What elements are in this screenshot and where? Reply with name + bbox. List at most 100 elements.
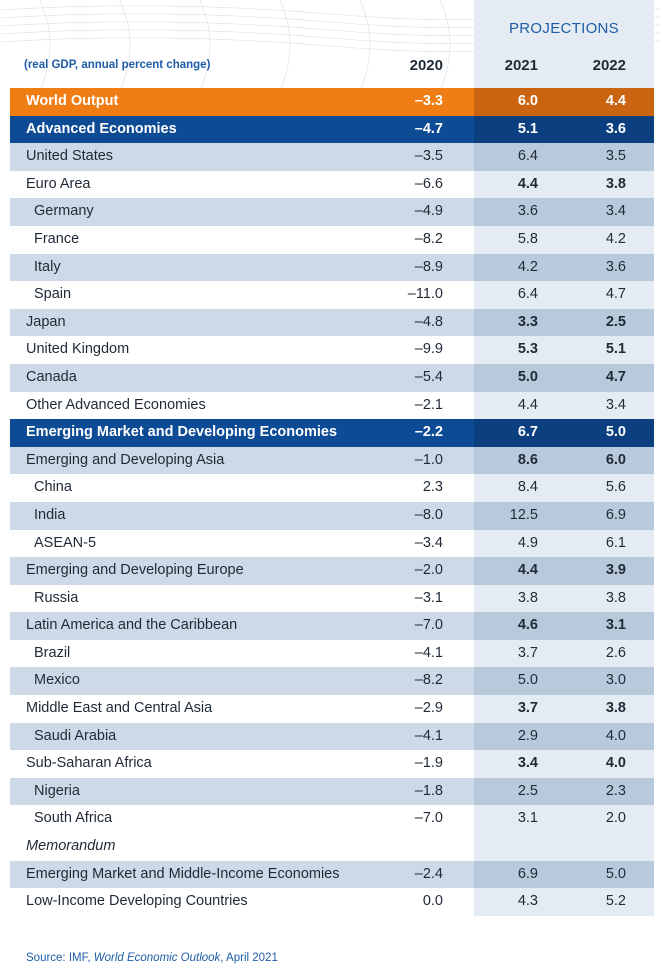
table-row: Canada –5.4 5.0 4.7	[10, 363, 654, 392]
value-2022: 3.6	[605, 120, 626, 137]
value-2020: –3.5	[414, 148, 443, 165]
value-2022: 6.1	[605, 534, 626, 551]
table-row: United Kingdom –9.9 5.3 5.1	[10, 336, 654, 364]
value-2020: –4.7	[414, 120, 443, 137]
value-2020: –3.1	[414, 589, 443, 606]
row-label: United States	[26, 148, 114, 165]
projection-cell-background	[474, 253, 654, 282]
value-2021: 8.6	[517, 451, 538, 468]
table-row: Sub-Saharan Africa –1.9 3.4 4.0	[10, 750, 654, 778]
value-2020: –4.1	[414, 644, 443, 661]
column-header-row: (real GDP, annual percent change) 2020 2…	[10, 52, 654, 82]
row-label: Saudi Arabia	[34, 727, 117, 744]
value-2021: 4.4	[517, 562, 538, 579]
value-2020: 0.0	[422, 893, 443, 910]
projection-cell-background	[474, 777, 654, 806]
row-label: Sub-Saharan Africa	[26, 755, 152, 772]
value-2021: 3.4	[517, 755, 538, 772]
row-label: Germany	[34, 203, 94, 220]
row-label: Emerging Market and Developing Economies	[26, 424, 338, 441]
value-2022: 3.0	[605, 672, 626, 689]
value-2022: 6.9	[605, 506, 626, 523]
value-2021: 4.4	[517, 396, 538, 413]
value-2022: 5.6	[605, 479, 626, 496]
row-label: Brazil	[34, 644, 71, 661]
value-2022: 3.5	[605, 148, 626, 165]
projection-cell-background	[474, 860, 654, 889]
projection-cell-background	[474, 529, 654, 558]
projection-cell-background	[474, 750, 654, 778]
row-label: Nigeria	[34, 782, 80, 799]
source-publication: World Economic Outlook	[93, 952, 221, 964]
value-2020: –3.3	[414, 93, 443, 109]
value-2020: –8.0	[414, 506, 443, 523]
row-label: France	[34, 230, 80, 247]
value-2022: 5.1	[605, 341, 626, 358]
value-2021: 3.7	[517, 644, 538, 661]
row-label: Russia	[34, 589, 79, 606]
table-row: China 2.3 8.4 5.6	[10, 474, 654, 502]
table-row: Emerging Market and Developing Economies…	[10, 419, 654, 447]
value-2021: 6.0	[517, 93, 538, 109]
row-label: Memorandum	[26, 838, 116, 855]
projection-cell-background	[474, 198, 654, 226]
value-2020: –5.4	[414, 368, 443, 385]
table-row: Emerging and Developing Europe –2.0 4.4 3.9	[10, 557, 654, 585]
value-2021: 6.4	[517, 286, 538, 303]
value-2021: 6.9	[517, 865, 538, 882]
value-2020: –2.0	[414, 562, 443, 579]
value-2021: 4.6	[517, 617, 538, 634]
value-2020: –7.0	[414, 810, 443, 827]
row-label: World Output	[26, 93, 119, 109]
projection-cell-background	[474, 833, 654, 861]
projection-cell-background	[474, 143, 654, 171]
value-2022: 4.2	[605, 230, 626, 247]
table-row: Low-Income Developing Countries 0.0 4.3 5.2	[10, 888, 654, 916]
value-2020: –7.0	[414, 617, 443, 634]
source-prefix: Source: IMF,	[26, 952, 94, 964]
table-row: Spain –11.0 6.4 4.7	[10, 281, 654, 309]
row-label: Mexico	[34, 672, 80, 689]
value-2020: –2.2	[414, 424, 443, 441]
table-row: Saudi Arabia –4.1 2.9 4.0	[10, 722, 654, 751]
value-2021: 8.4	[517, 479, 538, 496]
value-2020: –6.6	[414, 175, 443, 192]
table-row: Advanced Economies –4.7 5.1 3.6	[10, 115, 654, 144]
projection-cell-background	[474, 391, 654, 420]
value-2022: 2.3	[605, 782, 626, 799]
value-2022: 5.2	[605, 893, 626, 910]
table-row: ASEAN-5 –3.4 4.9 6.1	[10, 529, 654, 558]
value-2020: –4.1	[414, 727, 443, 744]
value-2022: 4.4	[605, 93, 626, 109]
value-2022: 4.0	[605, 727, 626, 744]
table-row: Middle East and Central Asia –2.9 3.7 3.8	[10, 695, 654, 723]
value-2020: –1.8	[414, 782, 443, 799]
projection-cell-background	[474, 363, 654, 392]
value-2022: 4.7	[605, 368, 626, 385]
value-2020: –2.4	[414, 865, 443, 882]
gdp-projections-table: World Output –3.3 6.0 4.4 Advanced Economies…	[10, 88, 654, 916]
value-2020: –3.4	[414, 534, 443, 551]
projection-cell-background	[474, 336, 654, 364]
projection-cell-background	[474, 225, 654, 254]
value-2022: 5.0	[605, 424, 626, 441]
table-row: Japan –4.8 3.3 2.5	[10, 308, 654, 337]
value-2022: 3.8	[605, 175, 626, 192]
row-label: Japan	[26, 313, 66, 330]
value-2022: 4.7	[605, 286, 626, 303]
value-2020: –9.9	[414, 341, 443, 358]
value-2021: 4.3	[517, 893, 538, 910]
value-2021: 2.5	[517, 782, 538, 799]
value-2021: 4.9	[517, 534, 538, 551]
value-2020: –4.9	[414, 203, 443, 220]
row-label: Advanced Economies	[26, 120, 177, 137]
value-2021: 4.2	[517, 258, 538, 275]
value-2020: –2.9	[414, 700, 443, 717]
table-row: Mexico –8.2 5.0 3.0	[10, 667, 654, 696]
row-label: China	[34, 479, 72, 496]
value-2022: 4.0	[605, 755, 626, 772]
value-2021: 5.1	[517, 120, 538, 137]
value-2022: 2.5	[605, 313, 626, 330]
table-row: Emerging and Developing Asia –1.0 8.6 6.0	[10, 446, 654, 475]
value-2020: –8.2	[414, 672, 443, 689]
